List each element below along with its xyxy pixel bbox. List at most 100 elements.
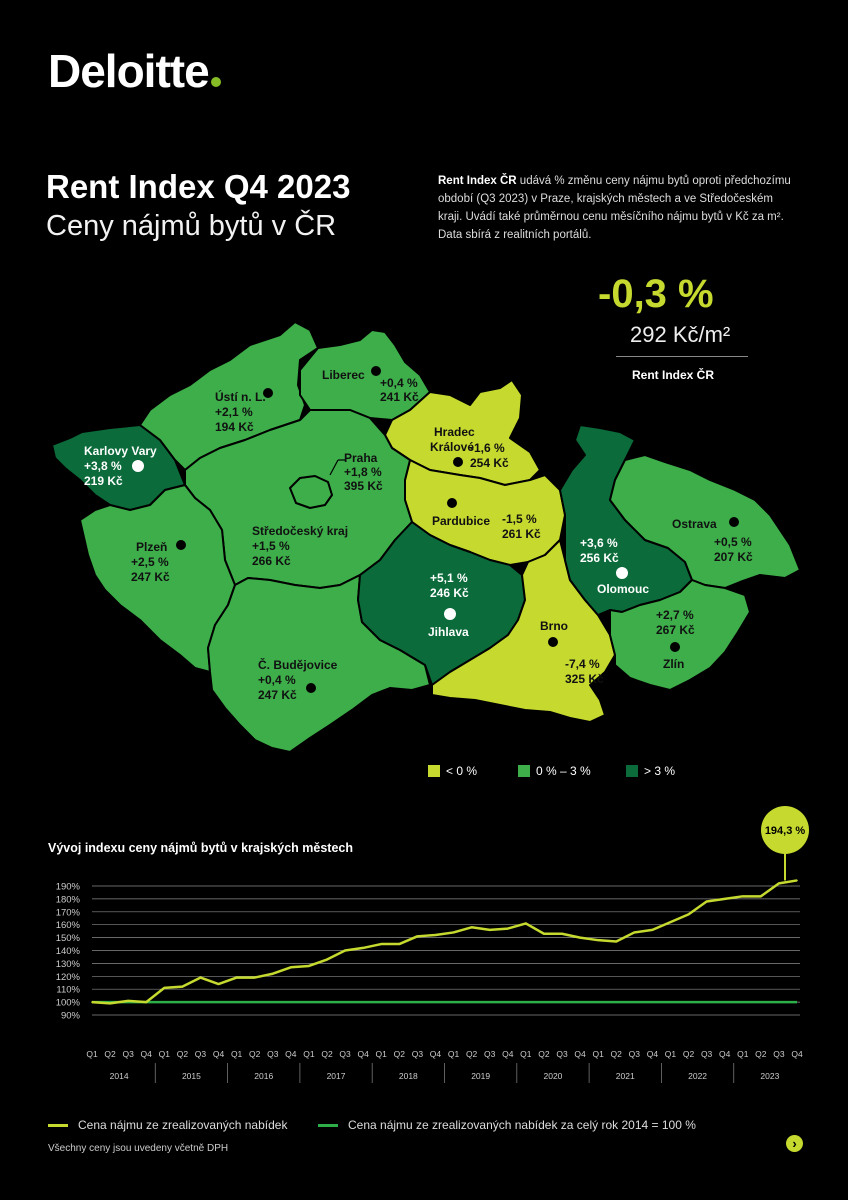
data-point [543,932,545,935]
label-plzen-name: Plzeň [136,540,167,554]
label-olomouc-change: +3,6 % [580,536,618,550]
x-tick-label: Q2 [755,1049,767,1059]
year-label: 2020 [544,1071,563,1081]
y-tick-label: 170% [56,907,81,918]
x-tick-label: Q1 [86,1049,98,1059]
year-label: 2022 [688,1071,707,1081]
dot-budejovice [306,683,316,693]
data-point [741,895,744,898]
data-point [253,976,256,979]
label-hradec-name-2: Králové [430,440,474,454]
data-point [308,965,310,967]
czech-map: Karlovy Vary +3,8 % 219 Kč Ústí n. L. +2… [51,321,801,753]
x-tick-label: Q1 [303,1049,315,1059]
x-tick-label: Q1 [448,1049,460,1059]
x-tick-label: Q4 [285,1049,297,1059]
page-title: Rent Index Q4 2023 [46,168,351,205]
chevron-right-icon[interactable]: › [786,1135,803,1152]
year-label: 2021 [616,1071,635,1081]
label-stredocesky-change: +1,5 % [252,539,290,553]
data-point [199,976,202,979]
page-subtitle: Ceny nájmů bytů v ČR [46,210,337,242]
x-tick-label: Q3 [339,1049,351,1059]
x-tick-label: Q1 [665,1049,677,1059]
data-point [525,922,527,925]
data-point [380,943,383,945]
label-budejovice-price: 247 Kč [258,688,297,702]
dot-karlovy-vary [132,460,144,472]
x-tick-label: Q2 [177,1049,189,1059]
label-zlin-name: Zlín [663,657,684,671]
dot-brno [548,637,558,647]
data-point [452,931,455,934]
label-usti-name: Ústí n. L. [215,389,266,404]
data-point [398,943,401,945]
legend-label-lt0: < 0 % [446,764,478,778]
label-ostrava-name: Ostrava [672,517,717,531]
data-point [506,927,509,930]
label-liberec-name: Liberec [322,368,365,382]
description: Rent Index ČR udává % změnu ceny nájmu b… [438,172,798,244]
dot-ostrava [729,517,739,527]
y-tick-label: 130% [56,959,81,970]
x-tick-label: Q3 [267,1049,279,1059]
data-point [561,932,563,935]
data-point [633,931,636,934]
y-tick-label: 190% [56,882,81,893]
label-plzen-price: 247 Kč [131,570,170,584]
label-pardubice-change: -1,5 % [502,512,537,526]
dot-pardubice [447,498,457,508]
label-praha-name: Praha [344,451,378,465]
label-ostrava-price: 207 Kč [714,550,753,564]
x-tick-label: Q1 [592,1049,604,1059]
x-tick-label: Q4 [141,1049,153,1059]
x-tick-label: Q2 [321,1049,333,1059]
x-tick-label: Q4 [647,1049,659,1059]
legend-line-index [48,1123,68,1127]
label-karlovy-vary-change: +3,8 % [84,459,122,473]
data-point [235,976,238,979]
data-point [705,900,708,903]
summary-price: 292 Kč/m² [630,322,731,347]
year-label: 2019 [471,1071,490,1081]
label-hradec-change: -1,6 % [470,441,505,455]
x-tick-label: Q3 [122,1049,134,1059]
x-tick-label: Q3 [484,1049,496,1059]
summary-change: -0,3 % [598,272,714,316]
year-label: 2023 [760,1071,779,1081]
data-point [217,983,220,985]
data-point [615,940,618,943]
label-budejovice-name: Č. Budějovice [258,657,338,672]
label-hradec-price: 254 Kč [470,456,509,470]
label-budejovice-change: +0,4 % [258,673,296,687]
legend-label-mid: 0 % – 3 % [536,764,591,778]
data-point [290,966,292,969]
label-pardubice-name: Pardubice [432,514,490,528]
label-brno-change: -7,4 % [565,657,600,671]
chart-title: Vývoj indexu ceny nájmů bytů v krajských… [48,841,353,855]
data-point [416,935,419,938]
year-label: 2014 [110,1071,129,1081]
data-point [434,934,437,936]
data-point [778,882,780,885]
y-tick-label: 150% [56,933,81,944]
data-point [669,921,672,923]
x-tick-label: Q2 [394,1049,406,1059]
label-hradec-name-1: Hradec [434,425,475,439]
x-tick-label: Q4 [574,1049,586,1059]
series-line-index [91,879,798,1005]
label-stredocesky-price: 266 Kč [252,554,291,568]
year-label: 2018 [399,1071,418,1081]
data-point [91,1001,93,1003]
annotation-label: 194,3 % [765,825,806,837]
x-tick-label: Q3 [556,1049,568,1059]
legend-item-mid: 0 % – 3 % [518,764,591,778]
y-tick-label: 120% [56,972,81,983]
data-point [488,929,491,931]
data-point [145,1001,148,1003]
data-point [344,949,346,952]
description-bold: Rent Index ČR [438,175,517,187]
summary-label: Rent Index ČR [632,368,715,382]
label-brno-name: Brno [540,619,568,633]
index-line-chart: 90%100%110%120%130%140%150%160%170%180%1… [56,806,809,1083]
